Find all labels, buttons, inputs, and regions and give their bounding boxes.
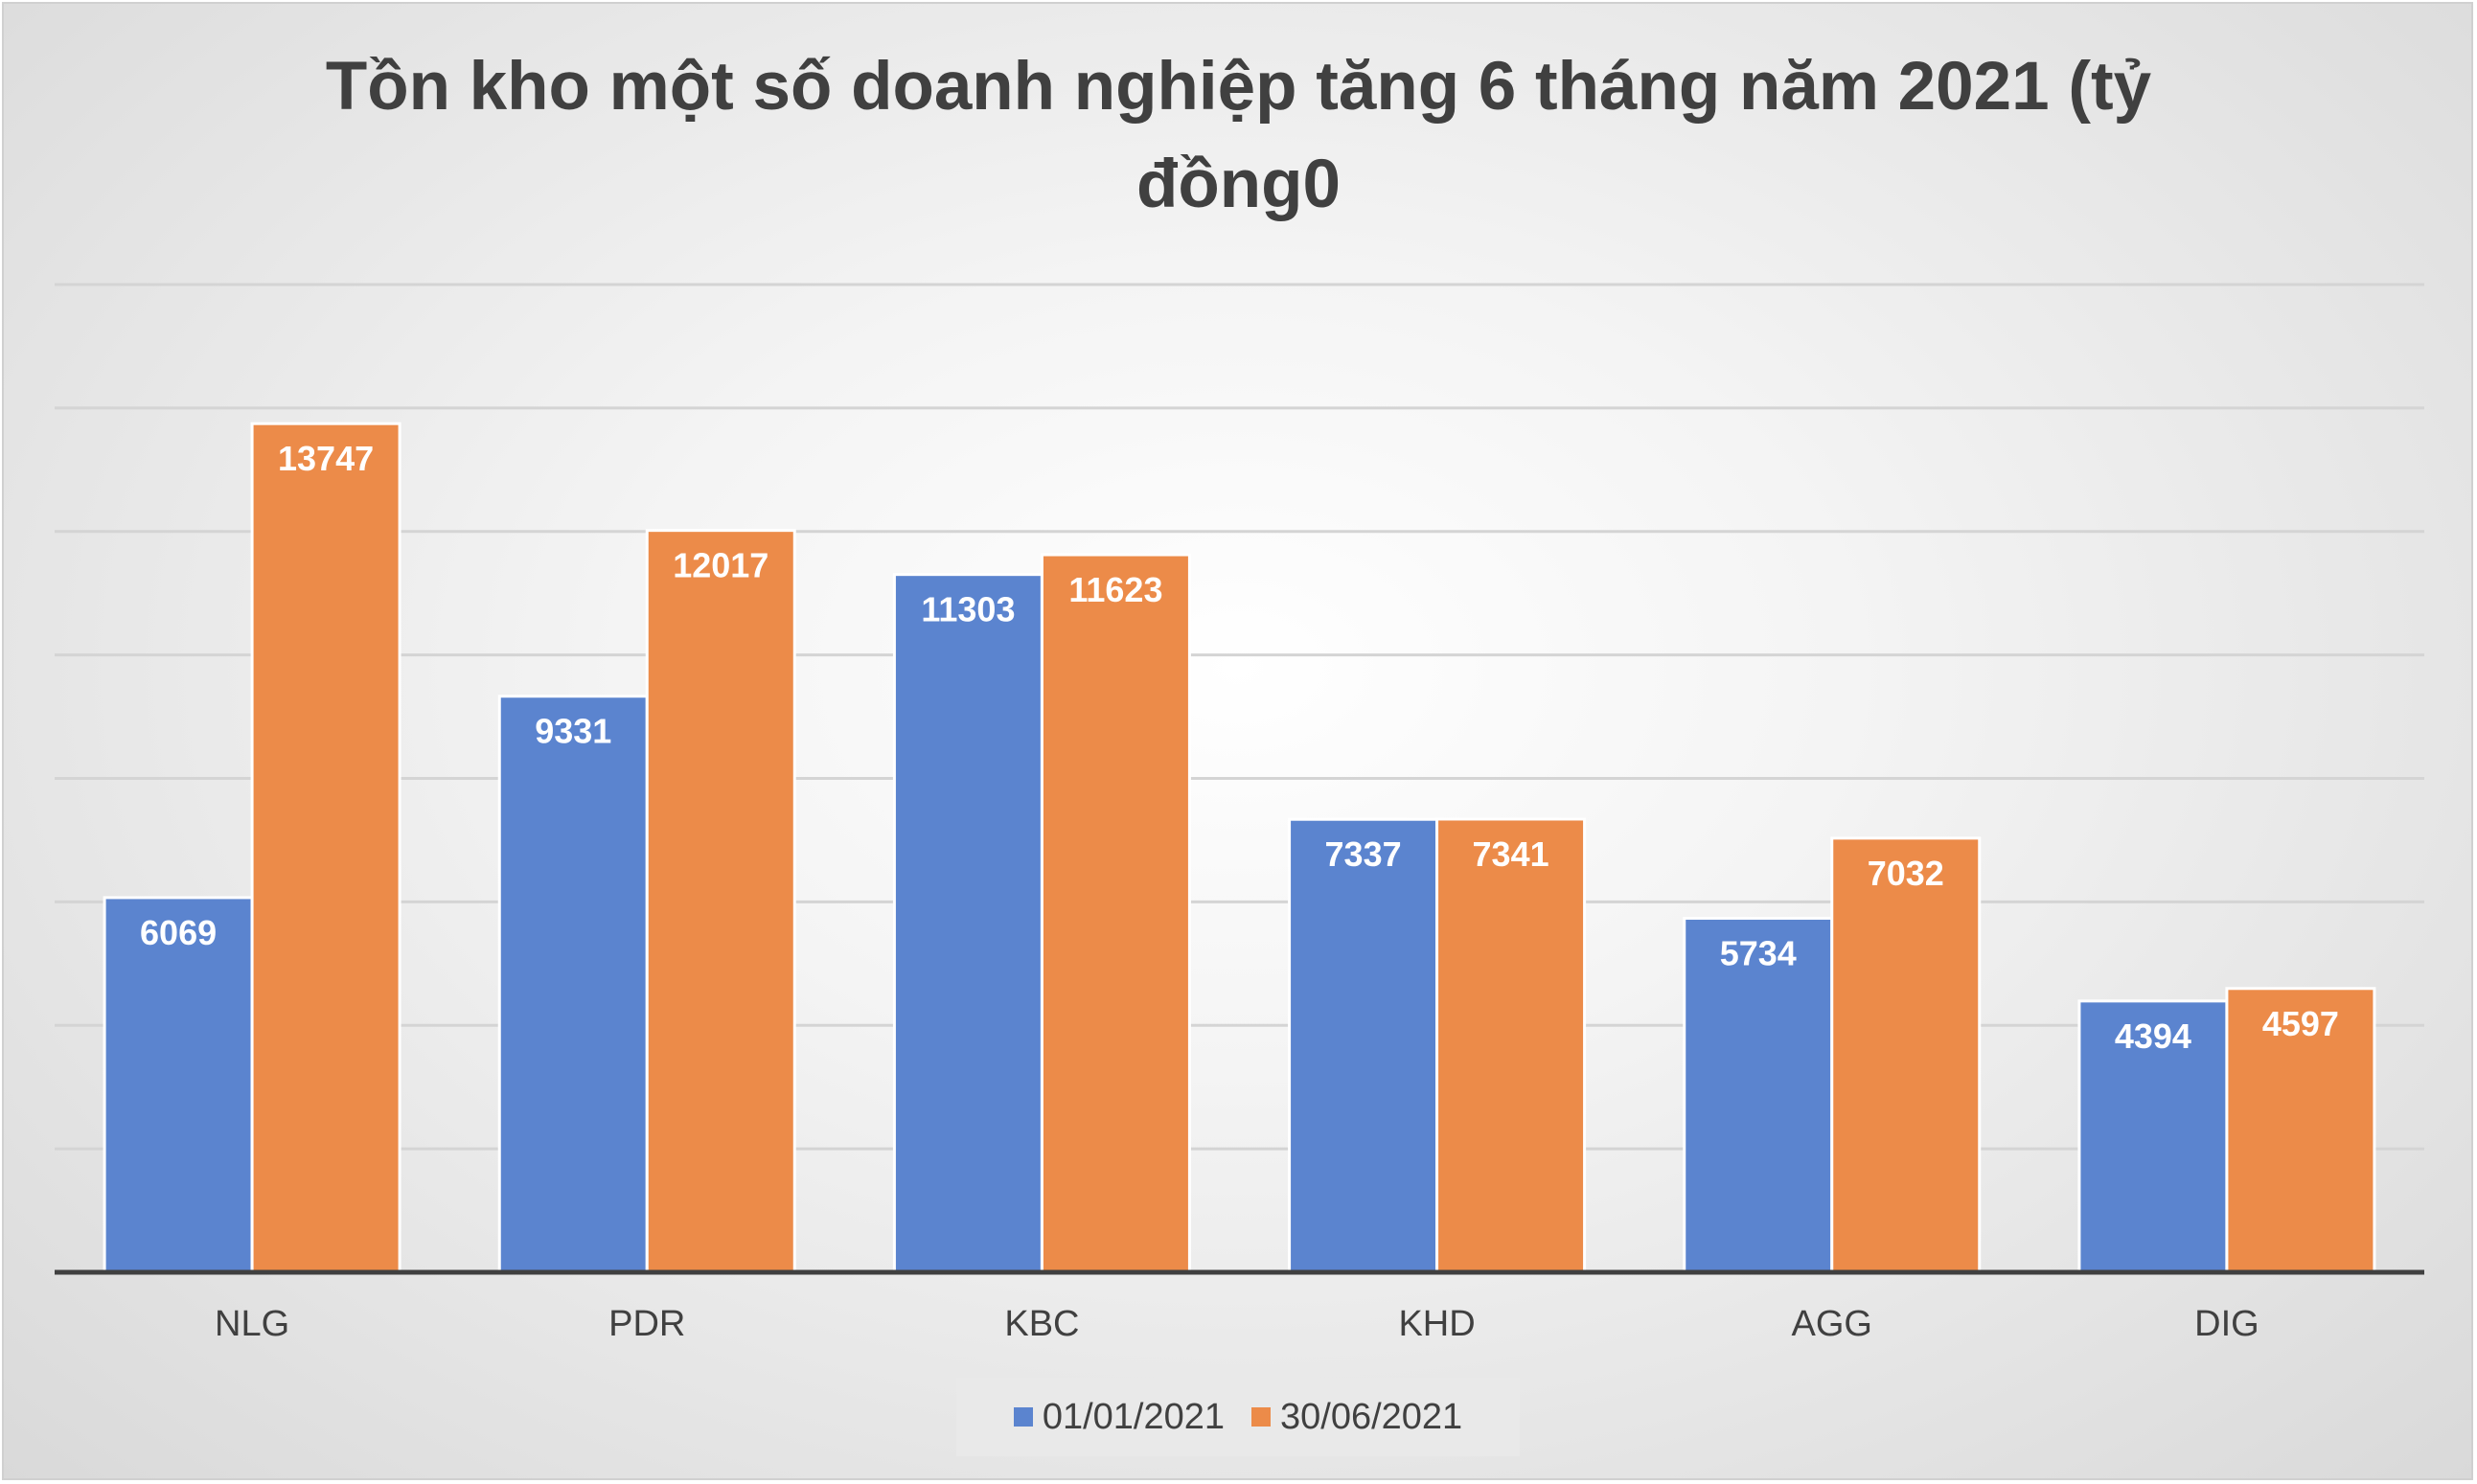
bar-dig-series-2 [2225,987,2376,1274]
data-label-khd-series-1: 7337 [1325,834,1402,874]
data-label-agg-series-2: 7032 [1868,854,1944,893]
data-label-pdr-series-1: 9331 [535,712,611,751]
data-label-kbc-series-1: 11303 [921,590,1015,629]
x-tick-label-agg: AGG [1792,1304,1872,1344]
data-label-kbc-series-2: 11623 [1068,570,1162,609]
x-tick-label-khd: KHD [1398,1304,1475,1344]
x-tick-label-nlg: NLG [215,1304,289,1344]
x-axis: NLG PDR KBC KHD AGG DIG [55,1269,2424,1344]
legend-item-series-1: 01/01/2021 [1013,1396,1225,1438]
bar-nlg-series-2 [250,422,401,1274]
legend-swatch-series-2 [1251,1407,1271,1427]
data-label-dig-series-1: 4394 [2115,1016,2191,1056]
bar-khd-series-2 [1435,817,1587,1274]
x-tick-label-kbc: KBC [1004,1304,1079,1344]
legend-item-series-2: 30/06/2021 [1251,1397,1462,1438]
bar-dig-series-1 [2077,999,2229,1274]
bar-khd-series-1 [1288,817,1439,1274]
data-label-agg-series-1: 5734 [1720,934,1797,973]
bar-nlg-series-1 [103,896,254,1274]
data-label-nlg-series-1: 6069 [140,913,217,952]
bar-pdr-series-1 [497,695,649,1274]
legend-label-series-2: 30/06/2021 [1280,1396,1463,1437]
chart-title-line-1: Tồn kho một số doanh nghiệp tăng 6 tháng… [325,49,2152,125]
legend-label-series-1: 01/01/2021 [1042,1396,1225,1437]
bar-pdr-series-2 [645,529,796,1274]
data-label-khd-series-2: 7341 [1473,834,1549,874]
bar-kbc-series-2 [1040,553,1191,1274]
data-label-dig-series-2: 4597 [2262,1004,2339,1043]
bar-agg-series-2 [1830,836,1982,1274]
legend-swatch-series-1 [1013,1407,1033,1427]
data-label-nlg-series-2: 13747 [278,439,374,478]
legend: 01/01/2021 30/06/2021 [956,1378,1520,1456]
data-label-pdr-series-2: 12017 [673,546,768,585]
data-labels: 6069 13747 9331 12017 11303 11623 7337 7341 5734… [140,439,2339,1056]
chart-title-line-2: đồng0 [1136,147,1341,222]
bars [103,422,2376,1274]
gridlines [55,283,2424,1151]
x-tick-label-pdr: PDR [608,1304,685,1344]
chart-title: Tồn kho một số doanh nghiệp tăng 6 tháng… [0,38,2477,234]
bar-kbc-series-1 [892,573,1044,1274]
x-tick-label-dig: DIG [2194,1304,2259,1344]
